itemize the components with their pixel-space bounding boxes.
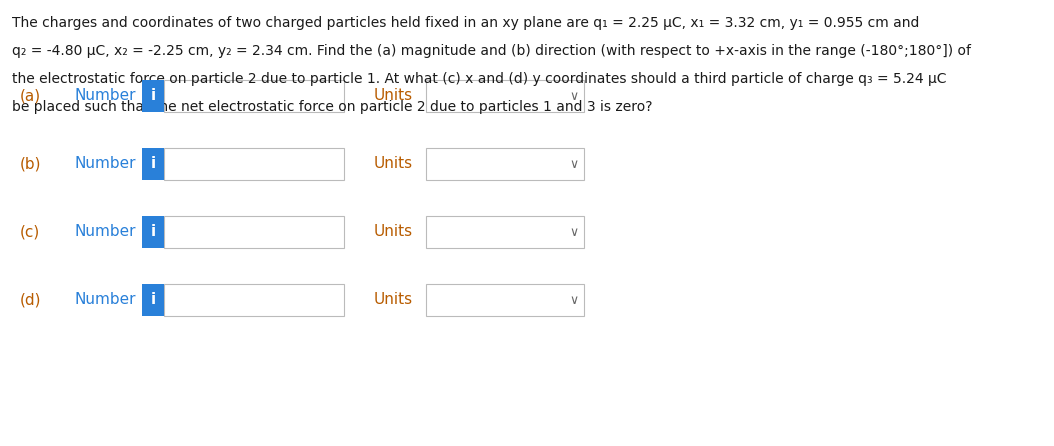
Text: i: i — [151, 224, 156, 240]
Text: ∨: ∨ — [569, 293, 579, 306]
FancyBboxPatch shape — [142, 148, 164, 180]
Text: Units: Units — [374, 157, 413, 172]
Text: the electrostatic force on particle 2 due to particle 1. At what (c) x and (d) y: the electrostatic force on particle 2 du… — [12, 72, 946, 86]
FancyBboxPatch shape — [142, 284, 164, 316]
Text: be placed such that the net electrostatic force on particle 2 due to particles 1: be placed such that the net electrostati… — [12, 100, 652, 114]
Text: i: i — [151, 293, 156, 307]
Text: (b): (b) — [20, 157, 41, 172]
FancyBboxPatch shape — [142, 80, 164, 112]
Text: ∨: ∨ — [569, 157, 579, 170]
Text: The charges and coordinates of two charged particles held fixed in an xy plane a: The charges and coordinates of two charg… — [12, 16, 919, 30]
Text: i: i — [151, 88, 156, 103]
FancyBboxPatch shape — [426, 284, 584, 316]
Text: ∨: ∨ — [569, 226, 579, 239]
Text: Number: Number — [75, 88, 137, 103]
FancyBboxPatch shape — [164, 148, 344, 180]
FancyBboxPatch shape — [426, 148, 584, 180]
Text: (a): (a) — [20, 88, 41, 103]
Text: Units: Units — [374, 293, 413, 307]
Text: Number: Number — [75, 293, 137, 307]
Text: (d): (d) — [20, 293, 41, 307]
Text: Units: Units — [374, 224, 413, 240]
Text: ∨: ∨ — [569, 90, 579, 103]
Text: Number: Number — [75, 157, 137, 172]
FancyBboxPatch shape — [164, 80, 344, 112]
FancyBboxPatch shape — [164, 284, 344, 316]
FancyBboxPatch shape — [426, 216, 584, 248]
Text: q₂ = -4.80 μC, x₂ = -2.25 cm, y₂ = 2.34 cm. Find the (a) magnitude and (b) direc: q₂ = -4.80 μC, x₂ = -2.25 cm, y₂ = 2.34 … — [12, 44, 971, 58]
FancyBboxPatch shape — [426, 80, 584, 112]
Text: i: i — [151, 157, 156, 172]
Text: (c): (c) — [20, 224, 40, 240]
FancyBboxPatch shape — [164, 216, 344, 248]
Text: Units: Units — [374, 88, 413, 103]
FancyBboxPatch shape — [142, 216, 164, 248]
Text: Number: Number — [75, 224, 137, 240]
